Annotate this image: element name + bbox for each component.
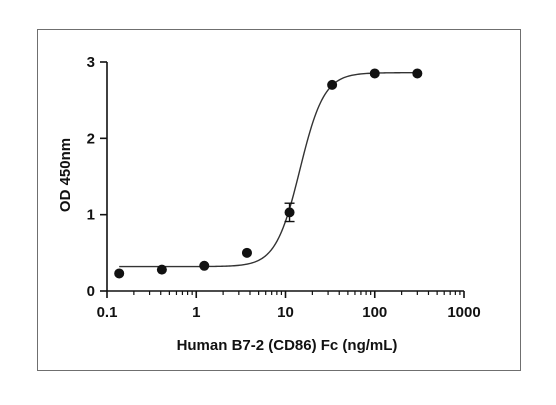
y-tick-label: 1 (87, 207, 95, 224)
data-point (284, 207, 295, 218)
y-tick-label: 3 (87, 54, 95, 71)
x-tick-label: 100 (362, 304, 387, 321)
data-point (156, 264, 167, 275)
data-point (369, 68, 380, 79)
fit-curve (119, 72, 418, 268)
x-axis: 0.1 1 10 100 1000 (97, 290, 481, 321)
y-tick-label: 0 (87, 283, 95, 300)
data-point (114, 268, 125, 279)
data-point (199, 260, 210, 271)
y-axis: 0 1 2 3 (87, 54, 108, 300)
data-point (412, 68, 423, 79)
x-tick-label: 1 (192, 304, 200, 321)
fit-curve-layer (119, 72, 418, 268)
y-tick-label: 2 (87, 130, 95, 147)
x-tick-label: 0.1 (97, 304, 118, 321)
x-axis-title: Human B7-2 (CD86) Fc (ng/mL) (177, 337, 398, 354)
x-tick-label: 10 (277, 304, 294, 321)
x-tick-label: 1000 (447, 304, 480, 321)
y-axis-title: OD 450nm (57, 138, 74, 212)
data-points-layer (114, 68, 423, 279)
chart-frame (37, 29, 521, 371)
data-point (241, 247, 252, 258)
data-point (327, 79, 338, 90)
